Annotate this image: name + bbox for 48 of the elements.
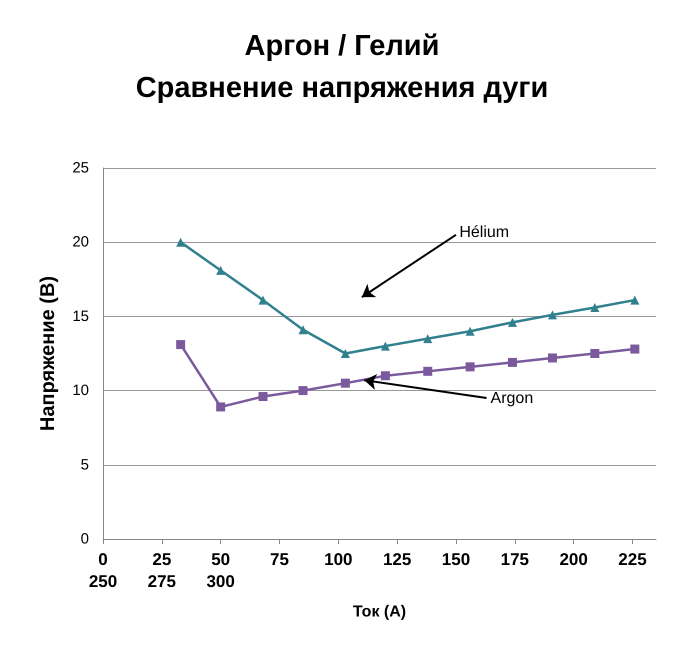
- chart-title: Аргон / Гелий Сравнение напряжения дуги: [136, 30, 548, 104]
- y-tick-label: 20: [72, 234, 89, 251]
- y-tick-label: 15: [72, 308, 89, 325]
- point: [216, 402, 226, 412]
- point: [298, 386, 308, 396]
- y-axis-title: Напряжение (В): [37, 276, 59, 432]
- point: [466, 326, 475, 336]
- point: [548, 353, 557, 362]
- point: [590, 302, 600, 312]
- y-tick-label: 25: [72, 160, 89, 176]
- y-tick-label: 10: [72, 382, 89, 400]
- point: [508, 318, 517, 327]
- x-tick-label: 50: [211, 550, 230, 569]
- x-tick-label: 150: [442, 550, 470, 569]
- x-tick-label: 175: [500, 550, 529, 569]
- point: [340, 378, 350, 388]
- y-tick-label: 5: [80, 456, 89, 474]
- text: 250: [88, 572, 118, 591]
- x-axis-title: Ток (A): [352, 604, 406, 620]
- annotation: Hélium: [459, 224, 510, 242]
- x-tick-label: 100: [324, 550, 353, 569]
- x-tick-label: 25: [152, 550, 172, 569]
- point: [258, 392, 268, 402]
- text: 275: [148, 572, 176, 591]
- y-tick-label: 0: [80, 530, 89, 548]
- point: [380, 342, 390, 351]
- point: [176, 238, 186, 247]
- x-tick-label: 200: [559, 550, 588, 569]
- point: [630, 296, 640, 305]
- point: [176, 340, 186, 350]
- point: [630, 344, 640, 354]
- text: 300: [206, 572, 235, 591]
- x-tick-label: 225: [618, 550, 647, 569]
- point: [423, 334, 432, 344]
- point: [340, 349, 350, 358]
- annotation: Argon: [490, 390, 534, 408]
- point: [423, 366, 432, 376]
- x-tick-label: 75: [270, 550, 289, 569]
- point: [508, 358, 517, 367]
- point: [258, 296, 268, 305]
- point: [590, 349, 600, 358]
- point: [548, 310, 557, 320]
- point: [380, 371, 390, 380]
- point: [216, 266, 226, 275]
- x-tick-label: 125: [382, 550, 412, 569]
- point: [298, 325, 308, 334]
- point: [466, 362, 475, 372]
- x-tick-label: 0: [98, 550, 108, 569]
